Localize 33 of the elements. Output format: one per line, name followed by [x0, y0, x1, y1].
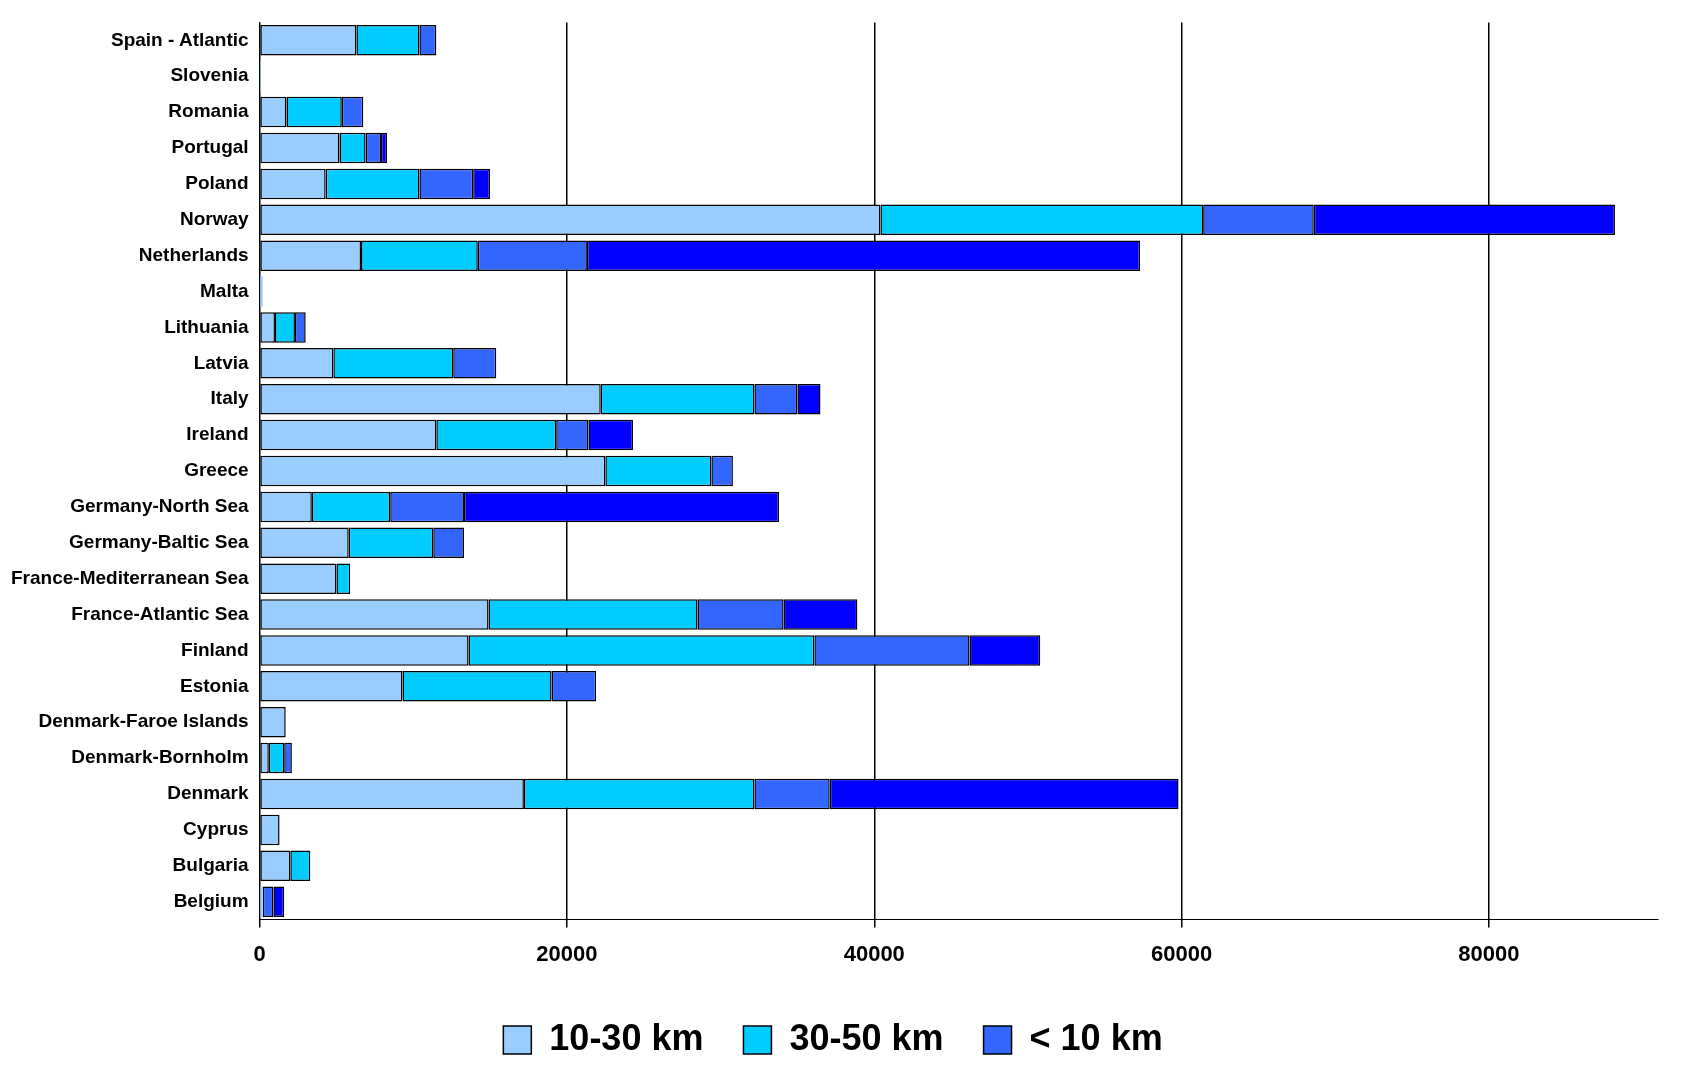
- y-tick-label: Latvia: [193, 351, 250, 373]
- x-tick-label: 60000: [1151, 940, 1213, 966]
- x-tick-label: 40000: [843, 940, 905, 966]
- y-tick-label: Greece: [184, 459, 249, 481]
- x-tick-label: 80000: [1458, 940, 1520, 966]
- y-tick-label: Belgium: [173, 889, 249, 911]
- y-tick-label: France-Atlantic Sea: [71, 602, 250, 624]
- y-tick-label: Estonia: [179, 674, 250, 696]
- y-tick-label: Ireland: [186, 423, 249, 445]
- y-tick-label: Denmark: [167, 782, 250, 804]
- legend-label: 30-50 km: [789, 1016, 944, 1058]
- y-tick-label: Finland: [181, 638, 249, 660]
- y-tick-label: Germany-North Sea: [70, 495, 250, 517]
- x-tick-label: 0: [253, 940, 266, 966]
- y-tick-label: Denmark-Faroe Islands: [38, 710, 249, 732]
- x-tick-label: 20000: [536, 940, 598, 966]
- y-tick-label: France-Mediterranean Sea: [11, 566, 250, 588]
- y-tick-label: Denmark-Bornholm: [71, 746, 249, 768]
- y-tick-label: Spain - Atlantic: [111, 28, 250, 50]
- y-tick-label: Portugal: [171, 136, 249, 158]
- y-tick-label: Bulgaria: [172, 854, 250, 875]
- y-tick-label: Romania: [168, 100, 250, 122]
- y-tick-label: Norway: [179, 208, 250, 230]
- y-tick-label: Germany-Baltic Sea: [69, 531, 250, 553]
- legend-label: < 10 km: [1029, 1016, 1163, 1058]
- y-tick-label: Slovenia: [170, 64, 250, 86]
- y-tick-label: Cyprus: [183, 818, 249, 840]
- y-tick-label: Netherlands: [138, 243, 249, 265]
- y-tick-label: Poland: [185, 172, 249, 194]
- legend-label: 10-30 km: [549, 1016, 704, 1058]
- y-tick-label: Italy: [210, 387, 250, 409]
- y-tick-label: Lithuania: [164, 315, 250, 337]
- y-tick-label: Malta: [200, 279, 250, 301]
